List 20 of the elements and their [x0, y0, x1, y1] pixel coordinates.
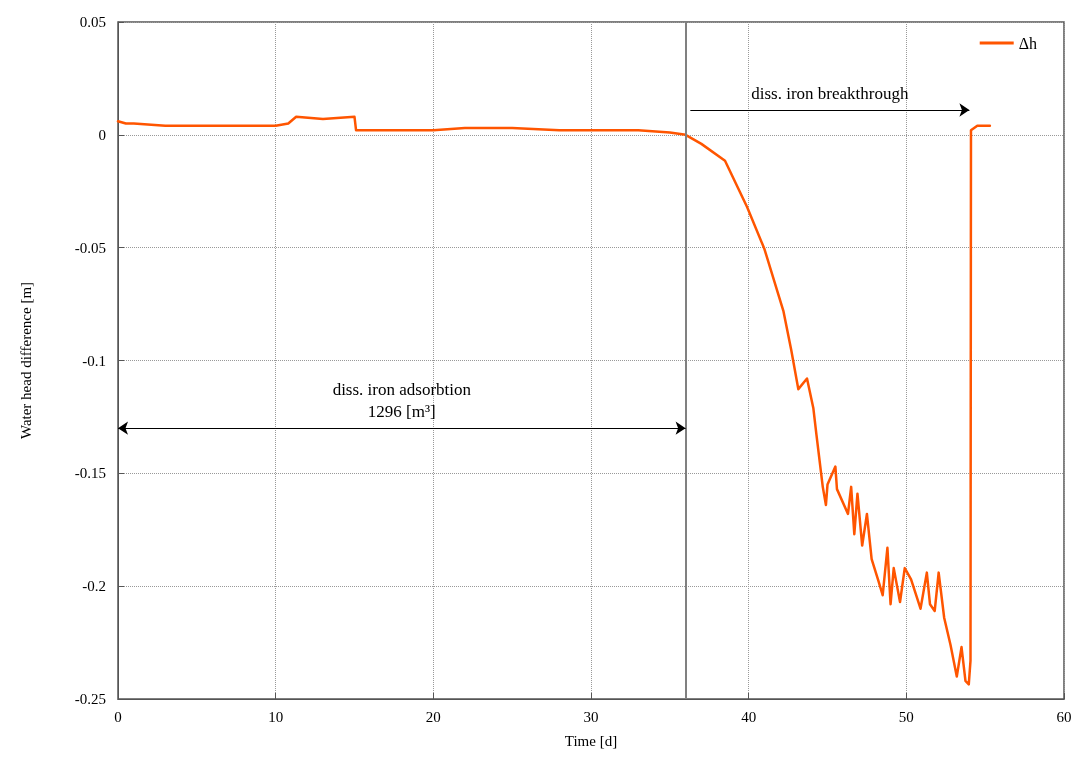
x-tick-label: 0: [114, 708, 122, 725]
x-tick-label: 20: [425, 708, 441, 725]
line-series: [116, 115, 992, 686]
x-tick-label: 10: [268, 708, 284, 725]
y-tick-label: 0: [98, 126, 106, 143]
annotation: diss. iron adsorbtion 1296 [m³]: [332, 379, 472, 421]
y-tick-label: -0.2: [82, 578, 106, 595]
y-tick-label: -0.1: [82, 352, 106, 369]
x-tick-label: 50: [898, 708, 914, 725]
x-tick-label: 30: [583, 708, 599, 725]
y-tick-label: -0.15: [74, 465, 106, 482]
legend-label: Δh: [1018, 34, 1038, 52]
x-tick-label: 60: [1056, 708, 1072, 725]
y-tick-label: -0.05: [74, 239, 106, 256]
x-axis-title: Time [d]: [564, 732, 618, 749]
annotation: diss. iron breakthrough: [751, 83, 909, 103]
y-tick-label: -0.25: [74, 691, 106, 707]
y-axis-title: Water head difference [m]: [17, 281, 34, 440]
y-tick-label: 0.05: [79, 14, 106, 30]
x-tick-label: 40: [741, 708, 757, 725]
